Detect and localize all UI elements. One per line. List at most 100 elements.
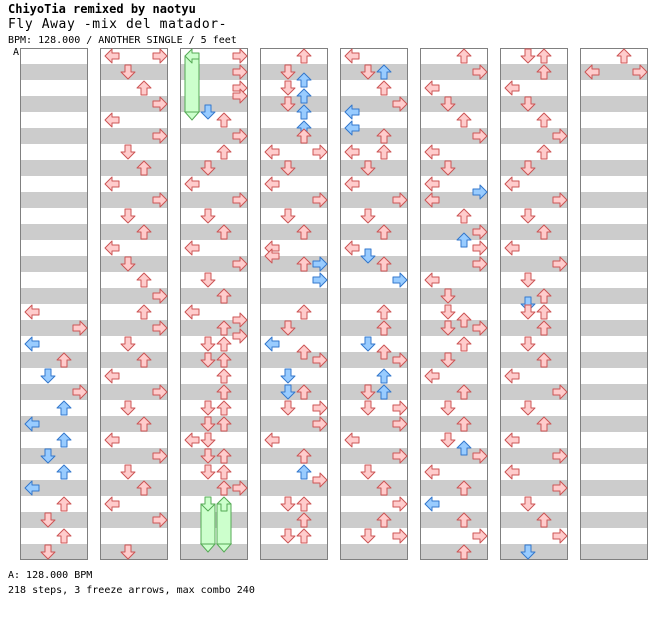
beat-band: [340, 480, 408, 496]
beat-band: [20, 288, 88, 304]
beat-band: [500, 64, 568, 80]
down-arrow: [280, 160, 296, 176]
right-arrow: [152, 320, 168, 336]
up-arrow: [616, 48, 632, 64]
down-arrow: [120, 544, 136, 560]
left-arrow: [184, 176, 200, 192]
left-arrow: [104, 48, 120, 64]
beat-band: [580, 64, 648, 80]
up-arrow: [296, 224, 312, 240]
beat-band: [20, 96, 88, 112]
freeze-body: [184, 55, 200, 113]
beat-band: [580, 288, 648, 304]
right-arrow: [472, 184, 488, 200]
left-arrow: [424, 192, 440, 208]
beat-band: [180, 384, 248, 400]
beat-band: [420, 224, 488, 240]
up-arrow: [536, 352, 552, 368]
right-arrow: [312, 272, 328, 288]
song-subtitle: Fly Away -mix del matador-: [8, 17, 228, 32]
up-arrow: [216, 352, 232, 368]
up-arrow: [216, 144, 232, 160]
right-arrow: [232, 128, 248, 144]
beat-band: [260, 512, 328, 528]
chart-column: [420, 48, 488, 560]
up-arrow: [136, 480, 152, 496]
right-arrow: [232, 256, 248, 272]
up-arrow: [536, 288, 552, 304]
up-arrow: [296, 528, 312, 544]
up-arrow: [136, 224, 152, 240]
beat-band: [580, 448, 648, 464]
down-arrow: [40, 448, 56, 464]
down-arrow: [440, 432, 456, 448]
beat-band: [180, 128, 248, 144]
up-arrow: [376, 256, 392, 272]
down-arrow: [440, 96, 456, 112]
beat-band: [500, 128, 568, 144]
beat-band: [100, 448, 168, 464]
beat-band: [420, 128, 488, 144]
up-arrow: [296, 88, 312, 104]
beat-band: [500, 192, 568, 208]
left-arrow: [344, 176, 360, 192]
left-arrow: [24, 416, 40, 432]
up-arrow: [536, 320, 552, 336]
left-arrow: [184, 304, 200, 320]
beat-band: [100, 128, 168, 144]
down-arrow: [280, 496, 296, 512]
right-arrow: [472, 64, 488, 80]
beat-band: [20, 480, 88, 496]
up-arrow: [296, 344, 312, 360]
left-arrow: [584, 64, 600, 80]
up-arrow: [536, 48, 552, 64]
beat-band: [420, 480, 488, 496]
chart-info: BPM: 128.000 / ANOTHER SINGLE / 5 feet: [8, 35, 237, 46]
beat-band: [580, 352, 648, 368]
up-arrow: [296, 256, 312, 272]
beat-band: [580, 480, 648, 496]
beat-band: [420, 192, 488, 208]
up-arrow: [376, 64, 392, 80]
up-arrow: [216, 224, 232, 240]
chart-column: [340, 48, 408, 560]
right-arrow: [152, 384, 168, 400]
up-arrow: [376, 384, 392, 400]
up-arrow: [456, 512, 472, 528]
right-arrow: [232, 328, 248, 344]
beat-band: [500, 224, 568, 240]
beat-band: [580, 224, 648, 240]
down-arrow: [360, 336, 376, 352]
right-arrow: [392, 496, 408, 512]
left-arrow: [504, 240, 520, 256]
left-arrow: [424, 144, 440, 160]
beat-band: [340, 320, 408, 336]
left-arrow: [344, 432, 360, 448]
right-arrow: [72, 384, 88, 400]
up-arrow: [456, 48, 472, 64]
right-arrow: [312, 416, 328, 432]
down-arrow: [360, 528, 376, 544]
right-arrow: [232, 312, 248, 328]
beat-band: [20, 352, 88, 368]
up-arrow: [56, 352, 72, 368]
left-arrow: [424, 464, 440, 480]
beat-band: [580, 96, 648, 112]
down-arrow: [360, 208, 376, 224]
up-arrow: [376, 320, 392, 336]
left-arrow: [264, 176, 280, 192]
beat-band: [100, 384, 168, 400]
freeze-tail: [199, 543, 217, 553]
down-arrow: [200, 416, 216, 432]
right-arrow: [392, 96, 408, 112]
right-arrow: [392, 416, 408, 432]
up-arrow: [456, 312, 472, 328]
down-arrow: [280, 64, 296, 80]
up-arrow: [136, 416, 152, 432]
right-arrow: [552, 448, 568, 464]
up-arrow: [216, 336, 232, 352]
up-arrow: [376, 224, 392, 240]
down-arrow: [200, 160, 216, 176]
left-arrow: [184, 48, 200, 64]
